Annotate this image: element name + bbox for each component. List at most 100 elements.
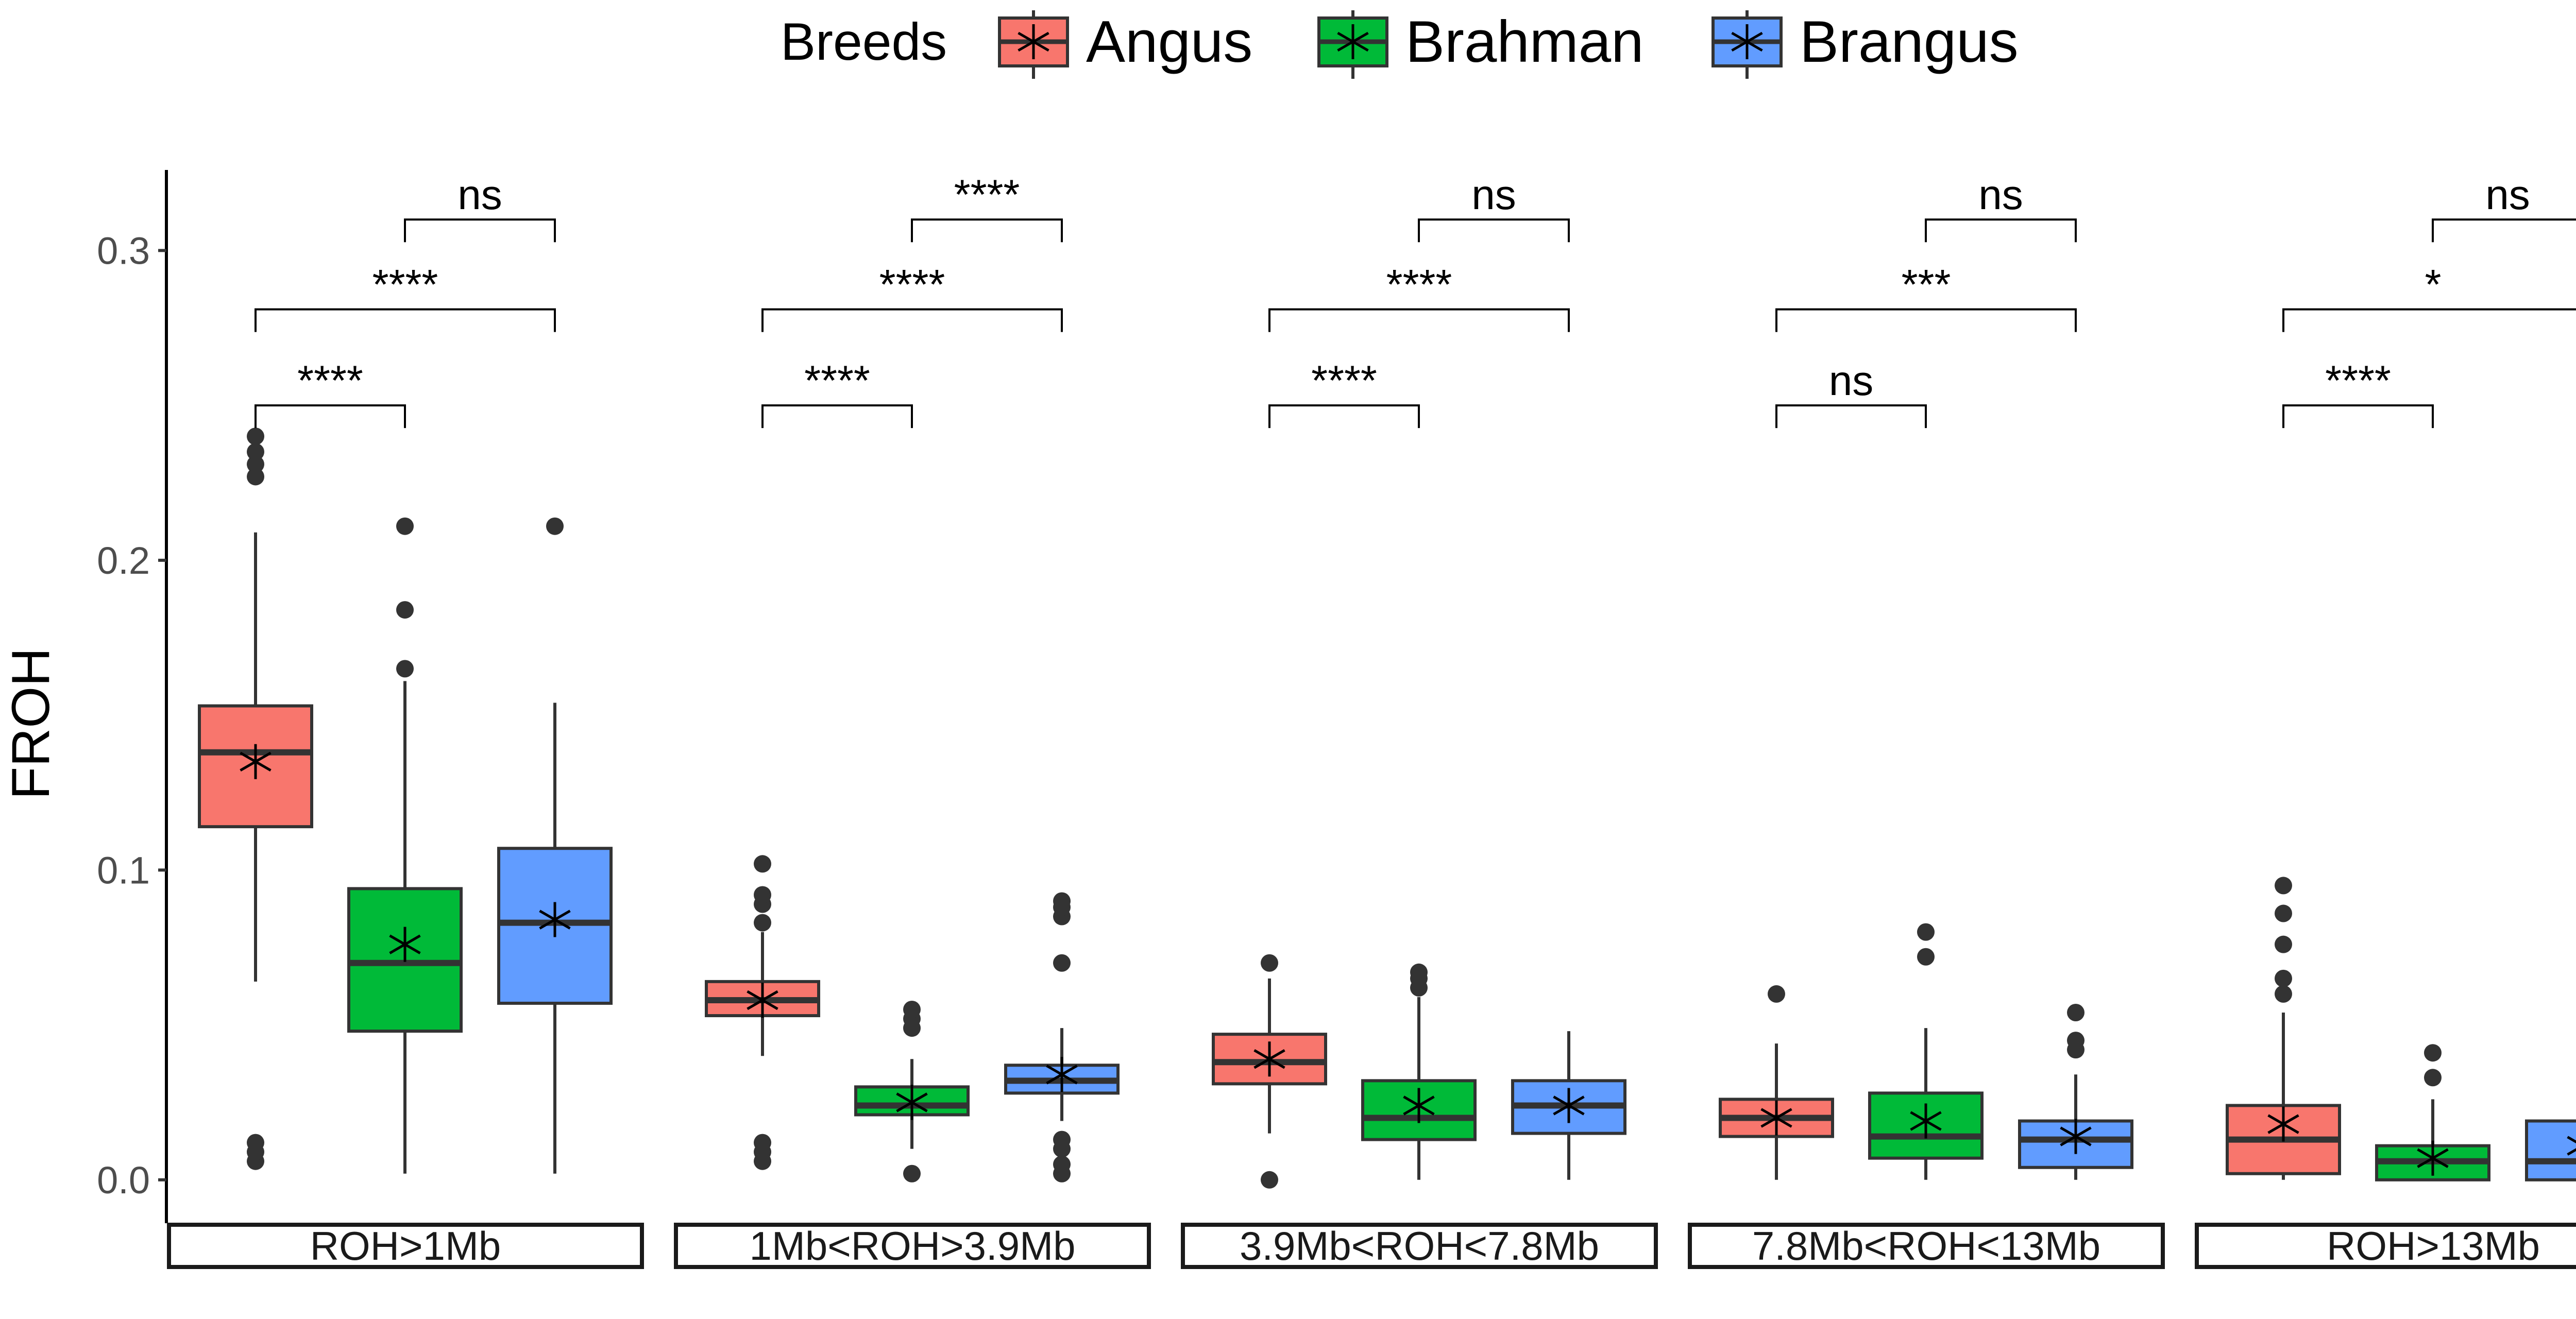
y-tick-label: 0.1	[97, 849, 150, 892]
mean-marker-icon	[2417, 1140, 2449, 1176]
box-brangus	[1511, 1031, 1626, 1180]
facet-panel: **** **** ns	[198, 172, 613, 1174]
outlier-point	[1261, 954, 1278, 972]
box-brangus	[2018, 1004, 2133, 1180]
box-brahman	[854, 1000, 970, 1183]
outlier-point	[903, 1164, 921, 1183]
significance-label: ns	[1471, 172, 1516, 218]
legend-label-angus: Angus	[1086, 9, 1252, 75]
facet-panel: **** **** ns	[1212, 172, 1626, 1189]
mean-marker-icon	[240, 744, 272, 779]
outlier-point	[1053, 1155, 1071, 1173]
legend: Breeds Angus Brahman Brangus	[781, 9, 2019, 79]
mean-marker-icon	[747, 982, 778, 1018]
facet-strip-label: 1Mb<ROH>3.9Mb	[750, 1223, 1076, 1269]
legend-key-angus	[998, 10, 1069, 79]
significance-label: ns	[457, 172, 502, 218]
significance-bracket: ns	[1775, 357, 1927, 429]
significance-label: ****	[372, 262, 438, 309]
legend-mean-marker-icon	[1731, 24, 1763, 59]
mean-marker-icon	[1760, 1100, 1792, 1136]
significance-label: ****	[1311, 357, 1377, 404]
facet-strips: ROH>1Mb 1Mb<ROH>3.9Mb 3.9Mb<ROH<7.8Mb 7.8Mb…	[167, 1223, 2576, 1269]
box-brahman	[347, 517, 463, 1174]
outlier-point	[247, 443, 264, 461]
outlier-point	[1053, 954, 1071, 972]
facet-strip-label: ROH>13Mb	[2327, 1223, 2540, 1269]
box-angus	[1212, 954, 1327, 1189]
significance-label: ***	[1902, 262, 1951, 309]
y-tick-label: 0.3	[97, 229, 150, 272]
outlier-point	[1917, 948, 1935, 966]
significance-bracket: *	[2282, 262, 2576, 332]
mean-marker-icon	[1553, 1088, 1585, 1123]
significance-label: ****	[297, 357, 363, 404]
significance-label: ****	[879, 262, 945, 309]
box-angus	[2226, 877, 2341, 1180]
plot-area: ********ns********************nsns***ns*…	[198, 172, 2576, 1189]
facet-strip: ROH>1Mb	[167, 1223, 644, 1269]
box-brahman	[1361, 963, 1477, 1180]
mean-marker-icon	[539, 902, 571, 937]
outlier-point	[247, 455, 264, 473]
significance-label: ns	[1978, 172, 2023, 218]
legend-key-brangus	[1711, 10, 1783, 79]
legend-key-brahman	[1317, 10, 1388, 79]
outlier-point	[2067, 1032, 2084, 1050]
iqr-box	[2525, 1119, 2576, 1181]
outlier-point	[396, 601, 414, 619]
box-brangus	[2525, 1119, 2576, 1181]
facet-strip: 1Mb<ROH>3.9Mb	[674, 1223, 1151, 1269]
outlier-point	[247, 1134, 264, 1152]
mean-marker-icon	[389, 927, 421, 962]
significance-label: ****	[2325, 357, 2391, 404]
significance-bracket: ****	[761, 357, 913, 429]
significance-label: ****	[804, 357, 870, 404]
mean-marker-icon	[1403, 1088, 1435, 1123]
outlier-point	[396, 660, 414, 678]
outlier-point	[396, 517, 414, 535]
outlier-point	[1053, 892, 1071, 910]
y-axis-label: FROH	[1, 648, 61, 800]
box-angus	[1719, 985, 1834, 1180]
mean-marker-icon	[1253, 1041, 1285, 1077]
box-brahman	[2375, 1044, 2490, 1181]
outlier-point	[2424, 1044, 2442, 1062]
significance-label: ****	[954, 172, 1020, 218]
significance-bracket: ns	[2432, 172, 2576, 243]
box-angus	[705, 855, 820, 1170]
significance-bracket: ***	[1775, 262, 2077, 332]
outlier-point	[754, 886, 771, 904]
mean-marker-icon	[2267, 1106, 2299, 1142]
facet-panel: *****ns	[2226, 172, 2576, 1181]
box-brangus	[497, 517, 613, 1174]
significance-bracket: ****	[761, 262, 1063, 332]
facet-panel: ns *** ns	[1719, 172, 2133, 1180]
significance-bracket: ns	[404, 172, 556, 243]
facet-strip-label: 3.9Mb<ROH<7.8Mb	[1240, 1223, 1599, 1269]
mean-marker-icon	[2060, 1119, 2092, 1154]
y-axis: 0.0 0.1 0.2 0.3	[97, 170, 168, 1223]
legend-mean-marker-icon	[1018, 24, 1049, 59]
significance-bracket: ****	[1268, 357, 1420, 429]
outlier-point	[754, 914, 771, 932]
mean-marker-icon	[2567, 1136, 2576, 1156]
outlier-point	[1917, 923, 1935, 941]
legend-title: Breeds	[781, 12, 947, 71]
significance-label: ns	[1829, 357, 1874, 404]
outlier-point	[2275, 877, 2292, 895]
significance-bracket: ns	[1418, 172, 1570, 243]
outlier-point	[2424, 1069, 2442, 1087]
significance-bracket: ****	[911, 172, 1063, 243]
outlier-point	[1053, 1130, 1071, 1149]
significance-bracket: ****	[1268, 262, 1570, 332]
significance-label: ns	[2485, 172, 2530, 218]
outlier-point	[1261, 1171, 1278, 1189]
mean-marker-icon	[1046, 1057, 1078, 1092]
box-angus	[198, 427, 313, 1170]
significance-bracket: ****	[255, 262, 556, 332]
significance-label: *	[2425, 262, 2442, 309]
significance-bracket: ****	[255, 357, 406, 429]
mean-marker-icon	[896, 1085, 928, 1120]
facet-strip: 3.9Mb<ROH<7.8Mb	[1181, 1223, 1658, 1269]
